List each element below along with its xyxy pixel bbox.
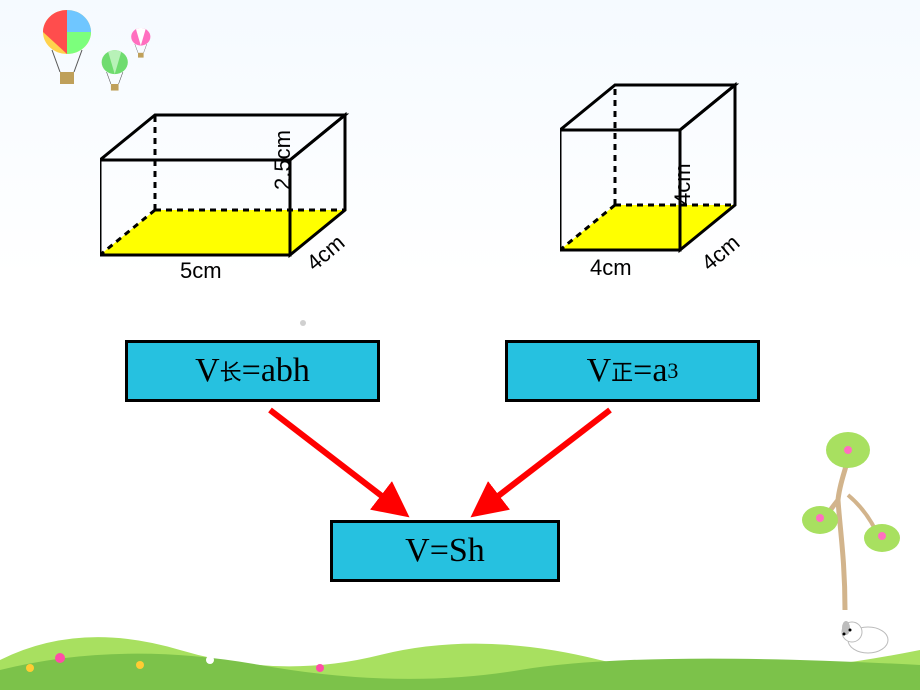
arrow-right [480,410,610,510]
arrow-left [270,410,400,510]
arrows-svg [0,0,920,690]
dot-decoration [300,320,306,326]
